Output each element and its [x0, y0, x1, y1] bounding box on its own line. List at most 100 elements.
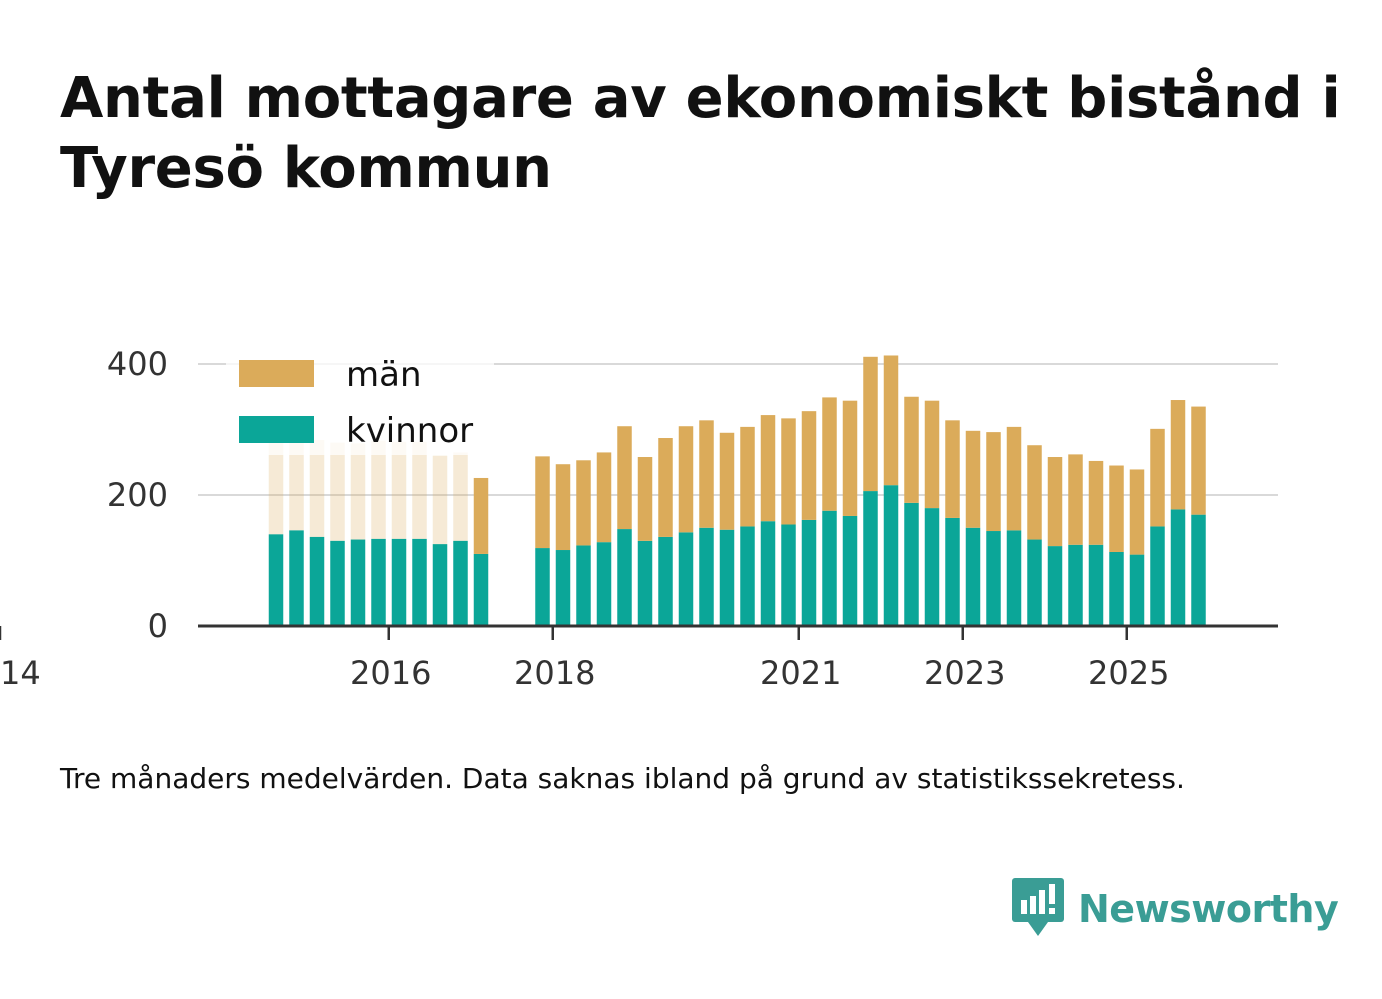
footnote: Tre månaders medelvärden. Data saknas ib… [60, 762, 1185, 795]
bar-kvinnor-2015-Q1 [330, 540, 345, 626]
bar-kvinnor-2016-Q2 [432, 544, 448, 626]
bar-kvinnor-2020-Q2 [760, 521, 776, 626]
bar-man-2020-Q3 [781, 418, 796, 525]
bar-kvinnor-2022-Q3 [945, 517, 960, 626]
bar-man-2018-Q2 [596, 452, 612, 543]
bar-man-2016-Q2 [432, 455, 448, 545]
bar-kvinnor-2014-Q4 [309, 536, 325, 626]
bar-man-2014-Q3 [289, 441, 304, 531]
bar-man-2017-Q3 [535, 456, 550, 549]
x-tick-label: 2014 [0, 654, 41, 692]
newsworthy-logo[interactable]: Newsworthy [1012, 878, 1339, 940]
bar-man-2014-Q2 [268, 442, 284, 535]
bar-kvinnor-2021-Q1 [822, 510, 837, 626]
bar-man-2023-Q3 [1027, 445, 1042, 540]
bar-kvinnor-2023-Q3 [1027, 539, 1042, 626]
bar-kvinnor-2024-Q4 [1129, 554, 1145, 626]
bar-man-2025-Q2 [1170, 400, 1186, 510]
bar-kvinnor-2020-Q4 [801, 519, 817, 626]
bar-man-2024-Q3 [1109, 465, 1124, 552]
bar-man-2019-Q1 [658, 438, 673, 537]
bar-kvinnor-2021-Q2 [842, 515, 858, 626]
bar-kvinnor-2020-Q1 [740, 526, 755, 626]
bar-kvinnor-2025-Q2 [1170, 509, 1186, 626]
bar-man-2022-Q2 [924, 400, 940, 509]
legend-swatch-women [239, 416, 314, 443]
bar-man-2023-Q2 [1006, 426, 1022, 531]
bar-man-2024-Q4 [1129, 469, 1145, 555]
bar-man-2015-Q2 [350, 443, 366, 540]
bar-kvinnor-2019-Q1 [658, 536, 673, 626]
x-tick-label: 2025 [1088, 654, 1169, 692]
bar-man-2021-Q3 [863, 356, 878, 492]
bar-man-2020-Q4 [801, 411, 817, 520]
y-tick-label: 200 [107, 476, 168, 514]
bar-kvinnor-2016-Q1 [412, 538, 427, 626]
bar-kvinnor-2020-Q3 [781, 524, 796, 626]
bar-man-2018-Q3 [617, 426, 632, 530]
newsworthy-logo-icon [1012, 878, 1064, 936]
bar-man-2020-Q1 [740, 426, 755, 527]
bar-man-2019-Q4 [719, 432, 735, 530]
bar-kvinnor-2016-Q3 [453, 540, 468, 626]
bar-man-2015-Q1 [330, 442, 345, 541]
bar-kvinnor-2017-Q3 [535, 548, 550, 626]
bar-man-2014-Q4 [309, 439, 325, 537]
x-tick-label: 2021 [760, 654, 841, 692]
bar-kvinnor-2021-Q4 [883, 485, 899, 626]
legend-label-women: kvinnor [346, 411, 473, 451]
bar-kvinnor-2019-Q3 [699, 527, 714, 626]
axes: 0 200 400 2014 2016 2018 2021 2023 2025 [0, 345, 1278, 692]
bar-man-2016-Q4 [473, 477, 489, 554]
legend-swatch-men [239, 360, 314, 387]
bar-kvinnor-2018-Q1 [576, 545, 591, 626]
bar-kvinnor-2025-Q1 [1150, 526, 1165, 626]
y-tick-label: 0 [148, 607, 168, 645]
bar-man-2015-Q3 [371, 440, 386, 539]
bar-man-2016-Q3 [453, 452, 468, 541]
chart-title: Antal mottagare av ekonomiskt bistånd i … [60, 66, 1341, 201]
bar-man-2023-Q1 [986, 432, 1001, 532]
bar-man-2020-Q2 [760, 415, 776, 522]
bar-kvinnor-2016-Q4 [473, 553, 489, 626]
bar-kvinnor-2024-Q2 [1088, 544, 1104, 626]
bar-man-2019-Q3 [699, 420, 714, 528]
bar-kvinnor-2019-Q4 [719, 529, 735, 626]
bar-man-2022-Q3 [945, 420, 960, 518]
logo-text: Newsworthy [1078, 887, 1339, 931]
bar-kvinnor-2021-Q3 [863, 491, 878, 626]
bar-kvinnor-2014-Q2 [268, 534, 284, 626]
y-tick-label: 400 [107, 345, 168, 383]
bar-man-2024-Q1 [1068, 454, 1083, 545]
x-tick-label: 2016 [350, 654, 431, 692]
bar-man-2024-Q2 [1088, 460, 1104, 545]
bar-kvinnor-2023-Q4 [1047, 546, 1063, 626]
bar-man-2021-Q4 [883, 355, 899, 486]
bar-man-2019-Q2 [678, 426, 694, 533]
legend-label-men: män [346, 355, 422, 395]
legend: män kvinnor [226, 345, 494, 455]
bar-kvinnor-2015-Q4 [391, 538, 407, 626]
bar-man-2018-Q4 [637, 457, 653, 541]
x-tick-label: 2023 [924, 654, 1005, 692]
bar-man-2015-Q4 [391, 441, 407, 539]
bar-kvinnor-2018-Q4 [637, 540, 653, 626]
bar-kvinnor-2017-Q4 [555, 550, 571, 626]
bar-man-2022-Q1 [904, 396, 919, 503]
bar-kvinnor-2019-Q2 [678, 532, 694, 626]
bars [268, 355, 1206, 626]
x-tick-label: 2018 [514, 654, 595, 692]
bar-man-2017-Q4 [555, 464, 571, 551]
bar-man-2016-Q1 [412, 441, 427, 539]
bar-kvinnor-2018-Q3 [617, 529, 632, 626]
bar-man-2021-Q1 [822, 397, 837, 511]
bar-kvinnor-2018-Q2 [596, 542, 612, 626]
bar-man-2018-Q1 [576, 460, 591, 546]
bar-kvinnor-2022-Q2 [924, 508, 940, 626]
bar-kvinnor-2023-Q2 [1006, 530, 1022, 626]
bar-kvinnor-2014-Q3 [289, 530, 304, 626]
bar-kvinnor-2025-Q3 [1191, 514, 1206, 626]
bar-man-2023-Q4 [1047, 457, 1063, 547]
bar-kvinnor-2024-Q1 [1068, 544, 1083, 626]
